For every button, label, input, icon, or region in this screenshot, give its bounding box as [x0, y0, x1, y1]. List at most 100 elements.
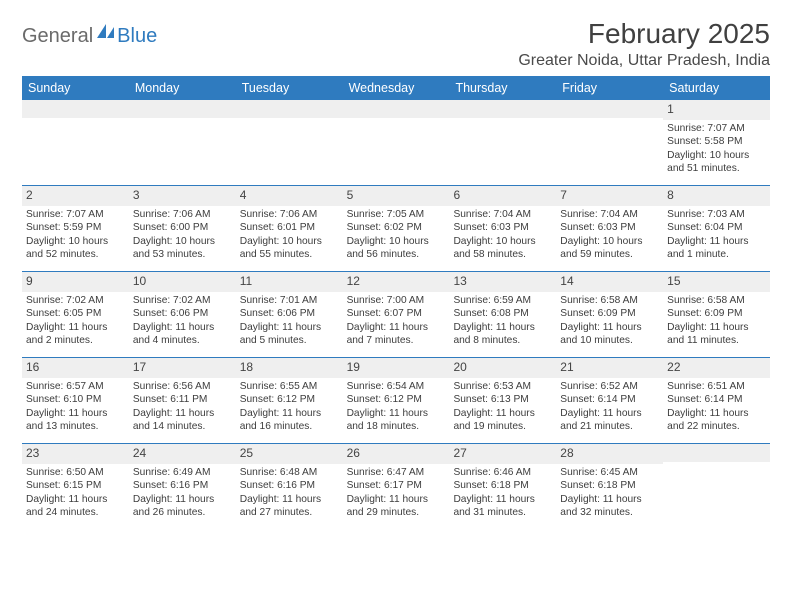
calendar-page: General Blue February 2025 Greater Noida…: [0, 0, 792, 540]
day-number: 7: [560, 188, 567, 202]
calendar-day: 8Sunrise: 7:03 AMSunset: 6:04 PMDaylight…: [663, 186, 770, 271]
day-number-row: 16: [22, 358, 129, 378]
day-number: 15: [667, 274, 680, 288]
day-number: 1: [667, 102, 674, 116]
daylight-text: Daylight: 11 hours and 1 minute.: [667, 235, 766, 262]
day-number-row: 18: [236, 358, 343, 378]
calendar-week: 23Sunrise: 6:50 AMSunset: 6:15 PMDayligh…: [22, 444, 770, 530]
sunset-text: Sunset: 6:12 PM: [347, 393, 446, 406]
sunset-text: Sunset: 6:12 PM: [240, 393, 339, 406]
calendar-body: 1Sunrise: 7:07 AMSunset: 5:58 PMDaylight…: [22, 100, 770, 530]
daylight-text: Daylight: 11 hours and 5 minutes.: [240, 321, 339, 348]
sunrise-text: Sunrise: 6:45 AM: [560, 466, 659, 479]
calendar-day: [449, 100, 556, 185]
sunrise-text: Sunrise: 7:05 AM: [347, 208, 446, 221]
calendar-day: 2Sunrise: 7:07 AMSunset: 5:59 PMDaylight…: [22, 186, 129, 271]
sunrise-text: Sunrise: 6:58 AM: [667, 294, 766, 307]
sunset-text: Sunset: 5:58 PM: [667, 135, 766, 148]
sunset-text: Sunset: 6:00 PM: [133, 221, 232, 234]
sunrise-text: Sunrise: 6:50 AM: [26, 466, 125, 479]
day-number: 18: [240, 360, 253, 374]
day-number-row: 5: [343, 186, 450, 206]
sunset-text: Sunset: 6:06 PM: [133, 307, 232, 320]
day-number: 27: [453, 446, 466, 460]
day-number: 5: [347, 188, 354, 202]
sunset-text: Sunset: 6:07 PM: [347, 307, 446, 320]
day-number: 21: [560, 360, 573, 374]
calendar-day: [663, 444, 770, 530]
calendar-day: 26Sunrise: 6:47 AMSunset: 6:17 PMDayligh…: [343, 444, 450, 530]
sunrise-text: Sunrise: 6:52 AM: [560, 380, 659, 393]
day-number: 22: [667, 360, 680, 374]
day-number-row-empty: [236, 100, 343, 118]
day-number-row-empty: [343, 100, 450, 118]
calendar-day: 12Sunrise: 7:00 AMSunset: 6:07 PMDayligh…: [343, 272, 450, 357]
sunset-text: Sunset: 6:09 PM: [667, 307, 766, 320]
calendar-day: 3Sunrise: 7:06 AMSunset: 6:00 PMDaylight…: [129, 186, 236, 271]
day-number: 9: [26, 274, 33, 288]
calendar-day: 7Sunrise: 7:04 AMSunset: 6:03 PMDaylight…: [556, 186, 663, 271]
sunset-text: Sunset: 6:05 PM: [26, 307, 125, 320]
daylight-text: Daylight: 11 hours and 31 minutes.: [453, 493, 552, 520]
daylight-text: Daylight: 11 hours and 16 minutes.: [240, 407, 339, 434]
day-number-row: 19: [343, 358, 450, 378]
day-number-row: 15: [663, 272, 770, 292]
dow-tuesday: Tuesday: [236, 76, 343, 100]
sunset-text: Sunset: 6:11 PM: [133, 393, 232, 406]
daylight-text: Daylight: 10 hours and 52 minutes.: [26, 235, 125, 262]
dow-monday: Monday: [129, 76, 236, 100]
day-number-row: 11: [236, 272, 343, 292]
calendar-day: [343, 100, 450, 185]
sunrise-text: Sunrise: 7:07 AM: [26, 208, 125, 221]
day-number-row: 2: [22, 186, 129, 206]
daylight-text: Daylight: 11 hours and 8 minutes.: [453, 321, 552, 348]
daylight-text: Daylight: 11 hours and 24 minutes.: [26, 493, 125, 520]
sunrise-text: Sunrise: 6:48 AM: [240, 466, 339, 479]
sunrise-text: Sunrise: 7:07 AM: [667, 122, 766, 135]
daylight-text: Daylight: 11 hours and 21 minutes.: [560, 407, 659, 434]
day-number: 26: [347, 446, 360, 460]
daylight-text: Daylight: 11 hours and 18 minutes.: [347, 407, 446, 434]
day-number: 8: [667, 188, 674, 202]
daylight-text: Daylight: 11 hours and 2 minutes.: [26, 321, 125, 348]
calendar-week: 1Sunrise: 7:07 AMSunset: 5:58 PMDaylight…: [22, 100, 770, 186]
calendar-day: 6Sunrise: 7:04 AMSunset: 6:03 PMDaylight…: [449, 186, 556, 271]
daylight-text: Daylight: 11 hours and 29 minutes.: [347, 493, 446, 520]
calendar-day: 9 Sunrise: 7:02 AMSunset: 6:05 PMDaylight…: [22, 272, 129, 357]
day-number: 24: [133, 446, 146, 460]
sunset-text: Sunset: 6:15 PM: [26, 479, 125, 492]
daylight-text: Daylight: 11 hours and 4 minutes.: [133, 321, 232, 348]
sunrise-text: Sunrise: 7:06 AM: [133, 208, 232, 221]
sunrise-text: Sunrise: 6:58 AM: [560, 294, 659, 307]
calendar-day: 20Sunrise: 6:53 AMSunset: 6:13 PMDayligh…: [449, 358, 556, 443]
sunrise-text: Sunrise: 7:04 AM: [453, 208, 552, 221]
calendar-day: 27Sunrise: 6:46 AMSunset: 6:18 PMDayligh…: [449, 444, 556, 530]
day-number-row: 10: [129, 272, 236, 292]
day-number: 2: [26, 188, 33, 202]
calendar-day: 13Sunrise: 6:59 AMSunset: 6:08 PMDayligh…: [449, 272, 556, 357]
calendar-day: 1Sunrise: 7:07 AMSunset: 5:58 PMDaylight…: [663, 100, 770, 185]
sunrise-text: Sunrise: 7:02 AM: [133, 294, 232, 307]
sunrise-text: Sunrise: 7:01 AM: [240, 294, 339, 307]
logo-text-blue: Blue: [117, 25, 157, 48]
sunset-text: Sunset: 6:16 PM: [133, 479, 232, 492]
day-number-row: 20: [449, 358, 556, 378]
day-number: 6: [453, 188, 460, 202]
day-number: 23: [26, 446, 39, 460]
sunset-text: Sunset: 6:18 PM: [560, 479, 659, 492]
day-number: 12: [347, 274, 360, 288]
calendar-day: 5Sunrise: 7:05 AMSunset: 6:02 PMDaylight…: [343, 186, 450, 271]
sunrise-text: Sunrise: 7:02 AM: [26, 294, 125, 307]
sunrise-text: Sunrise: 6:57 AM: [26, 380, 125, 393]
day-number: 14: [560, 274, 573, 288]
calendar-day: 16Sunrise: 6:57 AMSunset: 6:10 PMDayligh…: [22, 358, 129, 443]
calendar-day: 25Sunrise: 6:48 AMSunset: 6:16 PMDayligh…: [236, 444, 343, 530]
calendar-week: 16Sunrise: 6:57 AMSunset: 6:10 PMDayligh…: [22, 358, 770, 444]
day-number-row: 1: [663, 100, 770, 120]
sunrise-text: Sunrise: 6:54 AM: [347, 380, 446, 393]
day-number-row: 4: [236, 186, 343, 206]
day-number: 20: [453, 360, 466, 374]
sunset-text: Sunset: 6:08 PM: [453, 307, 552, 320]
daylight-text: Daylight: 11 hours and 32 minutes.: [560, 493, 659, 520]
day-number: 25: [240, 446, 253, 460]
